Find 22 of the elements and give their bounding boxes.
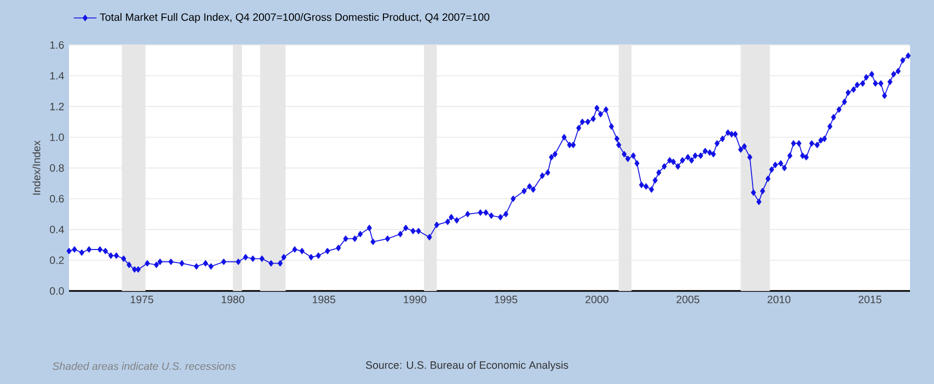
source-note: Source: U.S. Bureau of Economic Analysis <box>366 361 568 371</box>
x-tick-label: 2000 <box>586 296 608 304</box>
x-tick-label: 2010 <box>768 296 790 304</box>
text: Shaded areas indicate U.S. recessions <box>52 362 236 370</box>
x-tick-label: 2005 <box>676 296 700 304</box>
x-tick-label: 2015 <box>858 296 882 304</box>
y-tick-label: 0.6 <box>50 194 64 203</box>
legend-label: Total Market Full Cap Index, Q4 2007=100/Gross Domestic Product, Q4 2007=100 <box>100 13 490 24</box>
y-tick-label: 0.2 <box>50 256 64 264</box>
y-tick-label: 1.0 <box>50 133 64 142</box>
x-tick-label: 1985 <box>312 296 336 304</box>
y-tick-label: 1.2 <box>50 102 64 110</box>
x-tick-label: 1990 <box>404 296 426 304</box>
x-tick-label: 1975 <box>130 296 154 304</box>
y-tick-label: 1.6 <box>50 41 64 49</box>
y-tick-label: 1.4 <box>50 72 64 80</box>
y-tick-label: 0.8 <box>50 164 64 172</box>
y-tick-label: 0.4 <box>50 226 64 234</box>
y-axis-title: Index/Index <box>32 140 40 195</box>
y-tick-label: 0.0 <box>50 287 64 295</box>
x-tick-label: 1995 <box>494 296 518 304</box>
x-tick-label: 1980 <box>222 296 244 304</box>
